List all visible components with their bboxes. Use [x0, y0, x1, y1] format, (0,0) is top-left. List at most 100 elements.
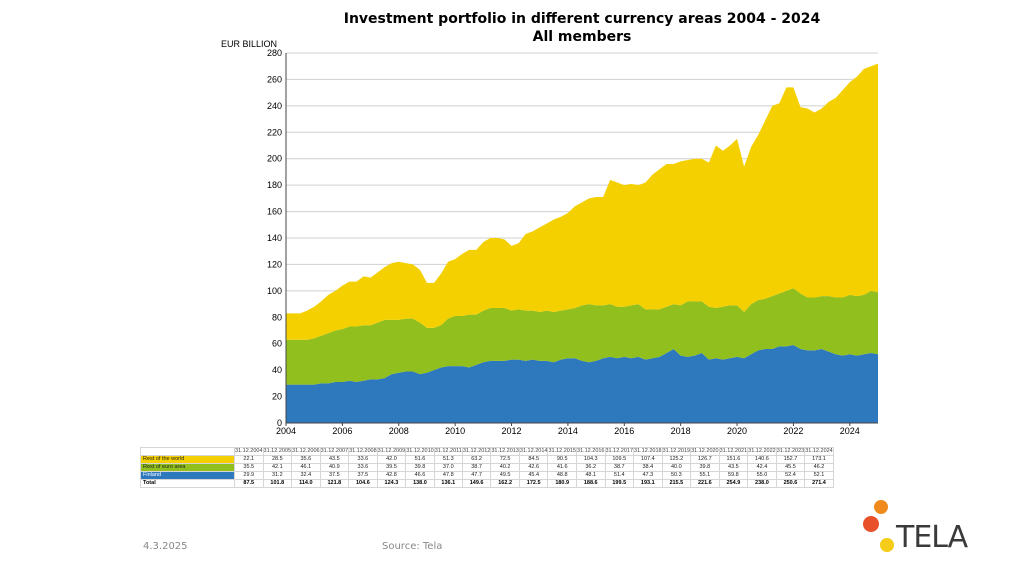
table-cell: 72.5 [490, 455, 520, 464]
table-cell: 59.8 [718, 471, 749, 480]
data-table: 31.12.2004 31.12.2005 31.12.2006 31.12.2007… [140, 447, 834, 488]
table-cell: 42.1 [262, 463, 293, 472]
table-header-date: 31.12.2022 [747, 447, 777, 456]
logo-dot-yellow [880, 538, 894, 552]
table-cell: 149.6 [461, 479, 492, 488]
table-cell: 43.5 [319, 455, 350, 464]
x-tick-label-2016: 2016 [614, 426, 634, 436]
table-cell: 49.5 [490, 471, 520, 480]
table-cell: 221.6 [690, 479, 720, 488]
table-cell: 162.2 [490, 479, 520, 488]
table-header-row: 31.12.2004 31.12.2005 31.12.2006 31.12.2007… [140, 447, 834, 456]
table-cell: 46.2 [804, 463, 834, 472]
table-header-date: 31.12.2007 [319, 447, 350, 456]
table-cell: 101.8 [262, 479, 293, 488]
chart-title-line2: All members [532, 29, 632, 45]
table-cell: 42.0 [376, 455, 407, 464]
table-header-date: 31.12.2008 [348, 447, 378, 456]
y-tick-label-220: 220 [267, 127, 282, 137]
y-tick-label-160: 160 [267, 207, 282, 217]
y-tick-label-0: 0 [277, 418, 282, 428]
table-cell: 215.5 [661, 479, 692, 488]
table-cell: 63.2 [461, 455, 492, 464]
table-cell: 47.8 [433, 471, 463, 480]
table-cell: 254.9 [718, 479, 749, 488]
table-cell: 42.4 [747, 463, 777, 472]
stacked-area-chart: 0 20 40 60 80 100 120 140 160 180 200 220 240 260 280 2… [267, 48, 878, 436]
table-header-date: 31.12.2023 [775, 447, 806, 456]
area-series-rest-of-euro-area [286, 288, 878, 385]
table-cell: 52.4 [775, 471, 806, 480]
table-cell: 47.3 [633, 471, 663, 480]
table-cell: 39.8 [690, 463, 720, 472]
table-header-date: 31.12.2024 [804, 447, 834, 456]
table-header-date: 31.12.2015 [547, 447, 577, 456]
chart-title-line1: Investment portfolio in different curren… [343, 11, 821, 27]
y-tick-label-280: 280 [267, 48, 282, 58]
table-cell: 41.6 [547, 463, 577, 472]
x-tick-label-2020: 2020 [727, 426, 747, 436]
table-cell: 31.2 [262, 471, 293, 480]
table-cell: 199.5 [604, 479, 635, 488]
table-row-label: Total [140, 479, 235, 488]
table-cell: 84.5 [518, 455, 549, 464]
table-header-date: 31.12.2012 [461, 447, 492, 456]
table-cell: 136.1 [433, 479, 463, 488]
table-cell: 51.4 [604, 471, 635, 480]
table-cell: 38.4 [633, 463, 663, 472]
table-header-date: 31.12.2013 [490, 447, 520, 456]
table-cell: 109.5 [604, 455, 635, 464]
table-header-date: 31.12.2021 [718, 447, 749, 456]
table-cell: 55.0 [747, 471, 777, 480]
y-tick-label-100: 100 [267, 286, 282, 296]
table-cell: 126.7 [690, 455, 720, 464]
y-tick-label-20: 20 [272, 392, 282, 402]
table-cell: 152.7 [775, 455, 806, 464]
footer-source: Source: Tela [382, 541, 443, 552]
logo-text: TELA [896, 520, 968, 555]
table-cell: 104.6 [348, 479, 378, 488]
table-cell: 43.5 [718, 463, 749, 472]
table-cell: 48.8 [547, 471, 577, 480]
table-header-date: 31.12.2005 [262, 447, 293, 456]
table-cell: 52.1 [804, 471, 834, 480]
area-series-rest-of-the-world [286, 63, 878, 340]
table-cell: 271.4 [804, 479, 834, 488]
table-header-date: 31.12.2017 [604, 447, 635, 456]
table-row-label: Finland [140, 471, 235, 480]
y-tick-label-260: 260 [267, 74, 282, 84]
table-cell: 28.5 [262, 455, 293, 464]
y-tick-label-40: 40 [272, 365, 282, 375]
table-cell: 193.1 [633, 479, 663, 488]
table-cell: 173.1 [804, 455, 834, 464]
table-cell: 42.8 [376, 471, 407, 480]
table-cell: 90.5 [547, 455, 577, 464]
table-header-date: 31.12.2016 [575, 447, 606, 456]
table-row: Rest of euro area 35.5 42.1 46.1 40.9 33.6 39.… [140, 463, 834, 472]
table-cell: 250.6 [775, 479, 806, 488]
table-cell: 29.9 [234, 471, 264, 480]
logo-dot-red [863, 516, 879, 532]
table-cell: 37.0 [433, 463, 463, 472]
table-cell: 87.5 [234, 479, 264, 488]
table-cell: 33.6 [348, 463, 378, 472]
table-cell: 121.8 [319, 479, 350, 488]
table-cell: 45.5 [775, 463, 806, 472]
table-cell: 46.6 [405, 471, 435, 480]
footer-date: 4.3.2025 [143, 541, 188, 552]
table-cell: 45.4 [518, 471, 549, 480]
table-row-label: Rest of euro area [140, 463, 235, 472]
table-header-date: 31.12.2010 [405, 447, 435, 456]
table-header-date: 31.12.2009 [376, 447, 407, 456]
table-cell: 22.1 [234, 455, 264, 464]
table-header-date: 31.12.2011 [433, 447, 463, 456]
table-row-label: Rest of the world [140, 455, 235, 464]
table-header-date: 31.12.2019 [661, 447, 692, 456]
table-row: Rest of the world 22.1 28.5 35.6 43.5 33.6 42.… [140, 455, 834, 464]
table-cell: 32.4 [291, 471, 321, 480]
x-tick-label-2008: 2008 [389, 426, 409, 436]
table-cell: 125.2 [661, 455, 692, 464]
table-cell: 42.6 [518, 463, 549, 472]
x-tick-label-2004: 2004 [276, 426, 296, 436]
table-cell: 37.5 [319, 471, 350, 480]
